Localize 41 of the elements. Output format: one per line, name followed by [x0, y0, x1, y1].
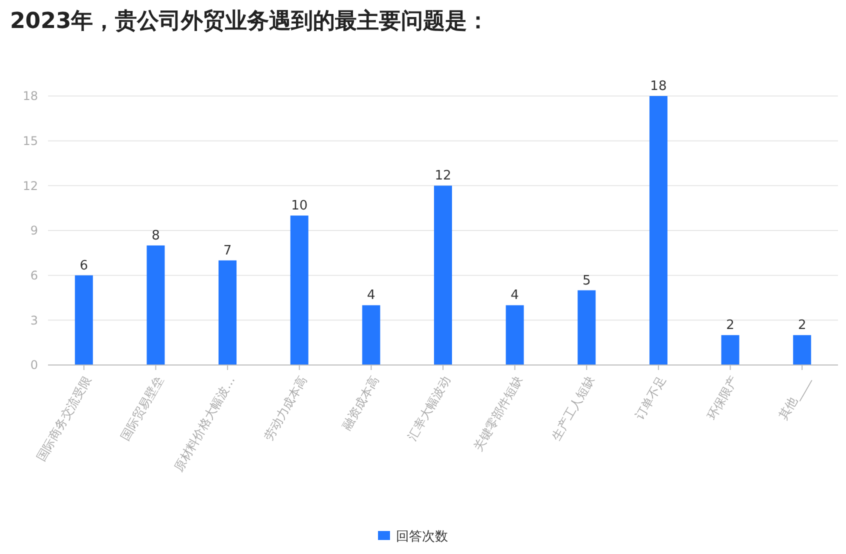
bar — [578, 290, 596, 365]
bar — [793, 335, 812, 365]
bar — [74, 275, 93, 365]
y-tick-label: 9 — [30, 224, 38, 238]
data-label: 10 — [291, 198, 308, 214]
bar — [721, 335, 740, 365]
y-tick-label: 3 — [30, 313, 38, 328]
bar — [218, 260, 237, 365]
x-tick-label: 原材料价格大幅波… — [172, 374, 238, 474]
y-tick-label: 18 — [22, 89, 38, 104]
y-tick-label: 6 — [30, 268, 38, 283]
data-label: 18 — [650, 79, 667, 94]
bar — [434, 186, 452, 365]
chart-title: 2023年，贵公司外贸业务遇到的最主要问题是： — [10, 8, 490, 34]
x-tick-label: 生产工人短缺 — [548, 374, 597, 443]
y-tick-label: 12 — [22, 178, 38, 193]
x-tick-label: 国际贸易壁垒 — [118, 374, 166, 443]
data-label: 7 — [223, 243, 232, 258]
data-label: 2 — [798, 318, 806, 334]
x-tick-label: 劳动力成本高 — [261, 374, 310, 443]
x-tick-label: 环保限产 — [704, 374, 741, 422]
data-label: 4 — [510, 288, 519, 304]
y-tick-label: 15 — [22, 134, 38, 148]
x-tick-label: 融资成本高 — [339, 374, 382, 433]
bar — [146, 245, 165, 365]
data-label: 6 — [80, 258, 88, 274]
data-label: 8 — [152, 228, 160, 244]
x-tick-label: 汇率大幅波动 — [405, 374, 454, 443]
bar — [649, 96, 668, 365]
x-tick-label: 订单不足 — [632, 374, 669, 422]
data-label: 2 — [726, 318, 734, 334]
data-label: 4 — [367, 288, 376, 304]
y-tick-label: 0 — [30, 358, 38, 372]
x-tick-label: 国际商务交流受限 — [34, 374, 94, 464]
x-tick-label: 关键零部件短缺 — [470, 374, 526, 454]
data-label: 12 — [434, 168, 452, 184]
legend-label: 回答次数 — [396, 530, 448, 545]
bar — [362, 305, 380, 365]
data-label: 5 — [582, 273, 591, 288]
bar — [506, 305, 524, 365]
bar — [290, 216, 308, 365]
